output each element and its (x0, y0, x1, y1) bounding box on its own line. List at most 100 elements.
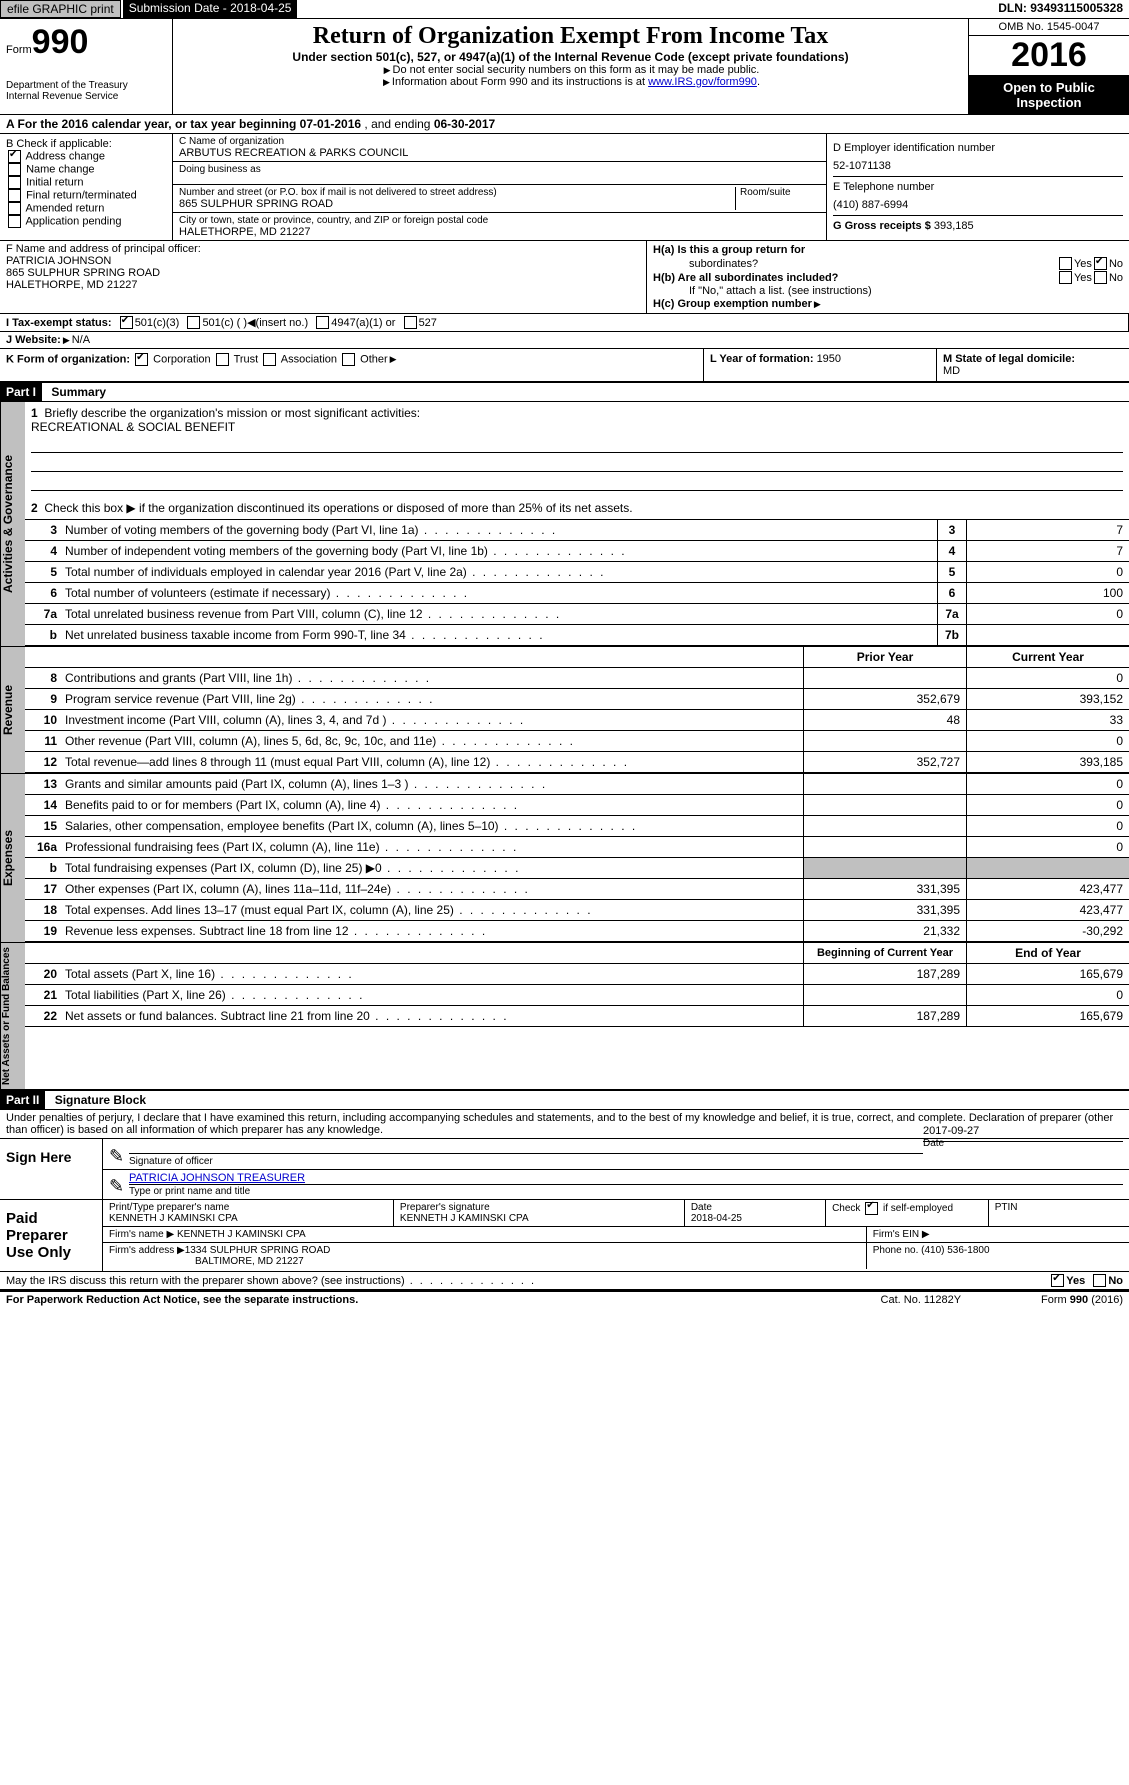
checkbox-assoc[interactable] (263, 353, 276, 366)
checkbox-app-pending[interactable] (8, 215, 21, 228)
current-value: 0 (966, 668, 1129, 688)
checkbox-501c[interactable] (187, 316, 200, 329)
checkbox-trust[interactable] (216, 353, 229, 366)
line-num: 3 (25, 521, 61, 539)
checkbox-address-change[interactable] (8, 150, 21, 163)
line-num: 14 (25, 796, 61, 814)
ha-label: H(a) Is this a group return for (653, 244, 805, 256)
j-label: J Website: (6, 334, 61, 346)
line-label: Total revenue—add lines 8 through 11 (mu… (61, 753, 803, 771)
prior-value: 352,727 (803, 752, 966, 772)
hb-label: H(b) Are all subordinates included? (653, 272, 838, 284)
line-row: 22 Net assets or fund balances. Subtract… (25, 1006, 1129, 1027)
sig-date-label: Date (923, 1138, 944, 1149)
checkbox-501c3[interactable] (120, 316, 133, 329)
info-note-pre: Information about Form 990 and its instr… (392, 76, 648, 88)
part1-title: Summary (45, 383, 112, 401)
prep-sig: KENNETH J KAMINSKI CPA (400, 1213, 678, 1224)
checkbox-other[interactable] (342, 353, 355, 366)
tel-label: E Telephone number (833, 181, 1123, 193)
line-label: Total unrelated business revenue from Pa… (61, 605, 937, 623)
tab-net-assets: Net Assets or Fund Balances (0, 943, 25, 1089)
tab-revenue: Revenue (0, 647, 25, 773)
line-label: Other expenses (Part IX, column (A), lin… (61, 880, 803, 898)
checkbox-hb-no[interactable] (1094, 271, 1107, 284)
line-row: 9 Program service revenue (Part VIII, li… (25, 689, 1129, 710)
open-public-badge: Open to Public Inspection (969, 76, 1129, 114)
checkbox-initial[interactable] (8, 176, 21, 189)
checkbox-discuss-no[interactable] (1093, 1274, 1106, 1287)
checkbox-corp[interactable] (135, 353, 148, 366)
line-num: 20 (25, 965, 61, 983)
tab-expenses: Expenses (0, 774, 25, 942)
line1-label: Briefly describe the organization's miss… (44, 406, 420, 420)
checkbox-527[interactable] (404, 316, 417, 329)
prep-date: 2018-04-25 (691, 1213, 819, 1224)
formation-year: 1950 (817, 353, 841, 365)
line-value: 0 (966, 604, 1129, 624)
firm-name-label: Firm's name ▶ (109, 1229, 177, 1240)
underline (31, 436, 1123, 453)
line-value: 100 (966, 583, 1129, 603)
ssn-note: Do not enter social security numbers on … (393, 64, 760, 76)
line-box: 3 (937, 520, 966, 540)
checkbox-ha-yes[interactable] (1059, 257, 1072, 270)
officer-name: PATRICIA JOHNSON (6, 255, 640, 267)
other-label: Other (360, 353, 388, 365)
arrow-icon (382, 64, 393, 76)
line-label: Total liabilities (Part X, line 26) (61, 986, 803, 1004)
501c3-label: 501(c)(3) (135, 317, 180, 329)
paperwork-notice: For Paperwork Reduction Act Notice, see … (6, 1294, 358, 1306)
current-value: 0 (966, 985, 1129, 1005)
gross-label: G Gross receipts $ (833, 220, 934, 232)
firm-ein-label: Firm's EIN ▶ (867, 1227, 1129, 1242)
checkbox-4947[interactable] (316, 316, 329, 329)
prior-value: 48 (803, 710, 966, 730)
col-header-row: Beginning of Current Year End of Year (25, 943, 1129, 964)
klm-row: K Form of organization: Corporation Trus… (0, 349, 1129, 383)
line-row: 21 Total liabilities (Part X, line 26) 0 (25, 985, 1129, 1006)
line-box: 4 (937, 541, 966, 561)
firm-addr-label: Firm's address ▶ (109, 1245, 185, 1256)
current-value: 165,679 (966, 964, 1129, 984)
amended-label: Amended return (25, 202, 104, 214)
net-assets-section: Net Assets or Fund Balances Beginning of… (0, 943, 1129, 1091)
dept-line2: Internal Revenue Service (6, 91, 166, 102)
efile-button[interactable]: efile GRAPHIC print (0, 0, 121, 18)
checkbox-name-change[interactable] (8, 163, 21, 176)
line-row: 7a Total unrelated business revenue from… (25, 604, 1129, 625)
yes-label: Yes (1074, 258, 1092, 270)
prep-date-label: Date (691, 1202, 819, 1213)
no-label: No (1108, 1275, 1123, 1287)
line-num: 19 (25, 922, 61, 940)
dots (405, 1275, 536, 1287)
part2-title: Signature Block (49, 1091, 152, 1109)
section-b: B Check if applicable: Address change Na… (0, 134, 173, 240)
revenue-section: Revenue Prior Year Current Year 8 Contri… (0, 647, 1129, 774)
checkbox-discuss-yes[interactable] (1051, 1274, 1064, 1287)
firm-addr2: BALTIMORE, MD 21227 (109, 1256, 304, 1267)
governance-section: Activities & Governance 1 Briefly descri… (0, 402, 1129, 647)
org-name-label: C Name of organization (179, 136, 820, 147)
ein-value: 52-1071138 (833, 160, 1123, 172)
checkbox-hb-yes[interactable] (1059, 271, 1072, 284)
hc-label: H(c) Group exemption number (653, 298, 812, 310)
section-a-pre: A For the 2016 calendar year, or tax yea… (6, 117, 300, 131)
line-value: 0 (966, 562, 1129, 582)
fh-row: F Name and address of principal officer:… (0, 241, 1129, 314)
city-value: HALETHORPE, MD 21227 (179, 226, 820, 238)
checkbox-ha-no[interactable] (1094, 257, 1107, 270)
officer-name-link[interactable]: PATRICIA JOHNSON TREASURER (129, 1172, 305, 1184)
checkbox-amended[interactable] (8, 202, 21, 215)
line-label: Total expenses. Add lines 13–17 (must eq… (61, 901, 803, 919)
irs-link[interactable]: www.IRS.gov/form990 (648, 76, 757, 88)
checkbox-final[interactable] (8, 189, 21, 202)
arrow-icon (61, 334, 72, 346)
checkbox-self-employed[interactable] (865, 1202, 878, 1215)
prior-value: 331,395 (803, 900, 966, 920)
527-label: 527 (419, 317, 437, 329)
officer-label: F Name and address of principal officer: (6, 243, 640, 255)
form-subtitle: Under section 501(c), 527, or 4947(a)(1)… (179, 50, 962, 64)
ptin-label: PTIN (989, 1200, 1129, 1226)
yes-label: Yes (1066, 1275, 1085, 1287)
